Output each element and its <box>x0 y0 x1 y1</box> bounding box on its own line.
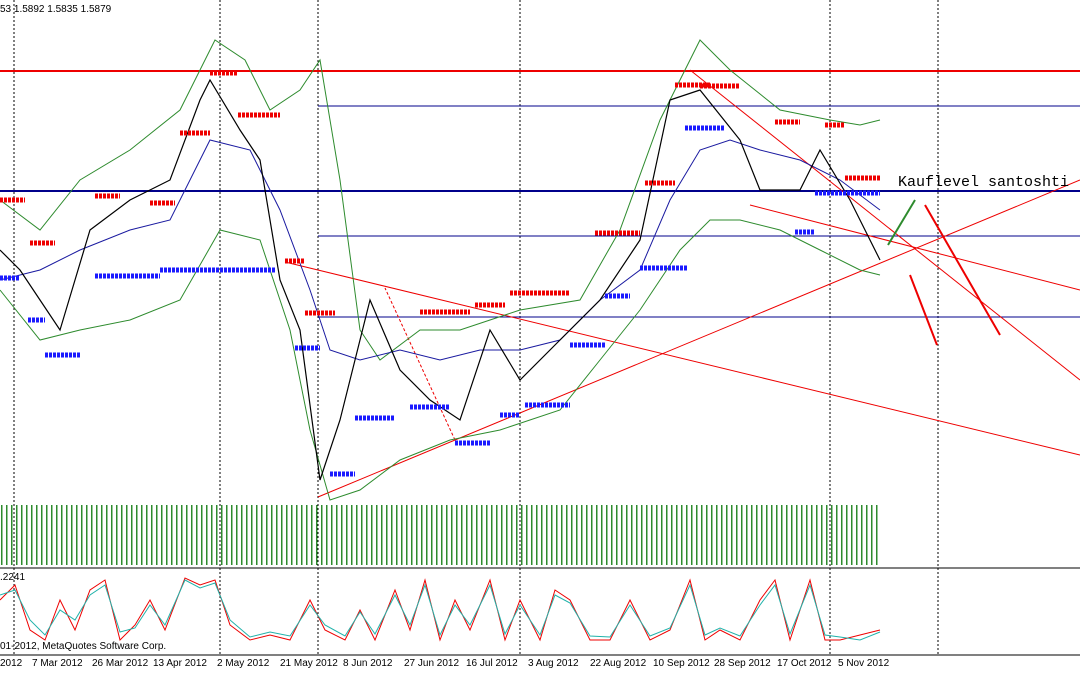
copyright: 01-2012, MetaQuotes Software Corp. <box>0 641 166 652</box>
time-label: 21 May 2012 <box>280 658 338 669</box>
green-arrow <box>887 199 916 246</box>
time-label: 27 Jun 2012 <box>404 658 459 669</box>
time-label: 2 May 2012 <box>217 658 270 669</box>
time-label: 5 Nov 2012 <box>838 658 890 669</box>
stochastic-signal <box>0 579 881 641</box>
trend-lines <box>284 69 1080 498</box>
bollinger-bands <box>0 39 881 501</box>
time-label: 28 Sep 2012 <box>714 658 771 669</box>
resistance-dots <box>0 70 880 316</box>
indicator-label: .2241 <box>0 572 25 583</box>
moving-average <box>0 139 881 361</box>
time-label: 2012 <box>0 658 23 669</box>
time-label: 8 Jun 2012 <box>343 658 393 669</box>
time-label: 26 Mar 2012 <box>92 658 149 669</box>
time-label: 10 Sep 2012 <box>653 658 710 669</box>
time-label: 7 Mar 2012 <box>32 658 83 669</box>
time-label: 22 Aug 2012 <box>590 658 647 669</box>
horizontal-levels <box>0 70 1080 318</box>
volume-bars <box>0 505 880 565</box>
time-label: 13 Apr 2012 <box>153 658 207 669</box>
time-axis: 2012 7 Mar 2012 26 Mar 2012 13 Apr 2012 2 Ma… <box>0 658 890 669</box>
time-label: 17 Oct 2012 <box>777 658 832 669</box>
time-label: 3 Aug 2012 <box>528 658 579 669</box>
stochastic-main <box>0 577 881 642</box>
price-bars <box>0 78 881 481</box>
quote-header: 53 1.5892 1.5835 1.5879 <box>0 4 112 15</box>
annotation: Kauflevel santoshti <box>898 174 1069 191</box>
support-dots <box>0 125 880 477</box>
time-label: 16 Jul 2012 <box>466 658 518 669</box>
